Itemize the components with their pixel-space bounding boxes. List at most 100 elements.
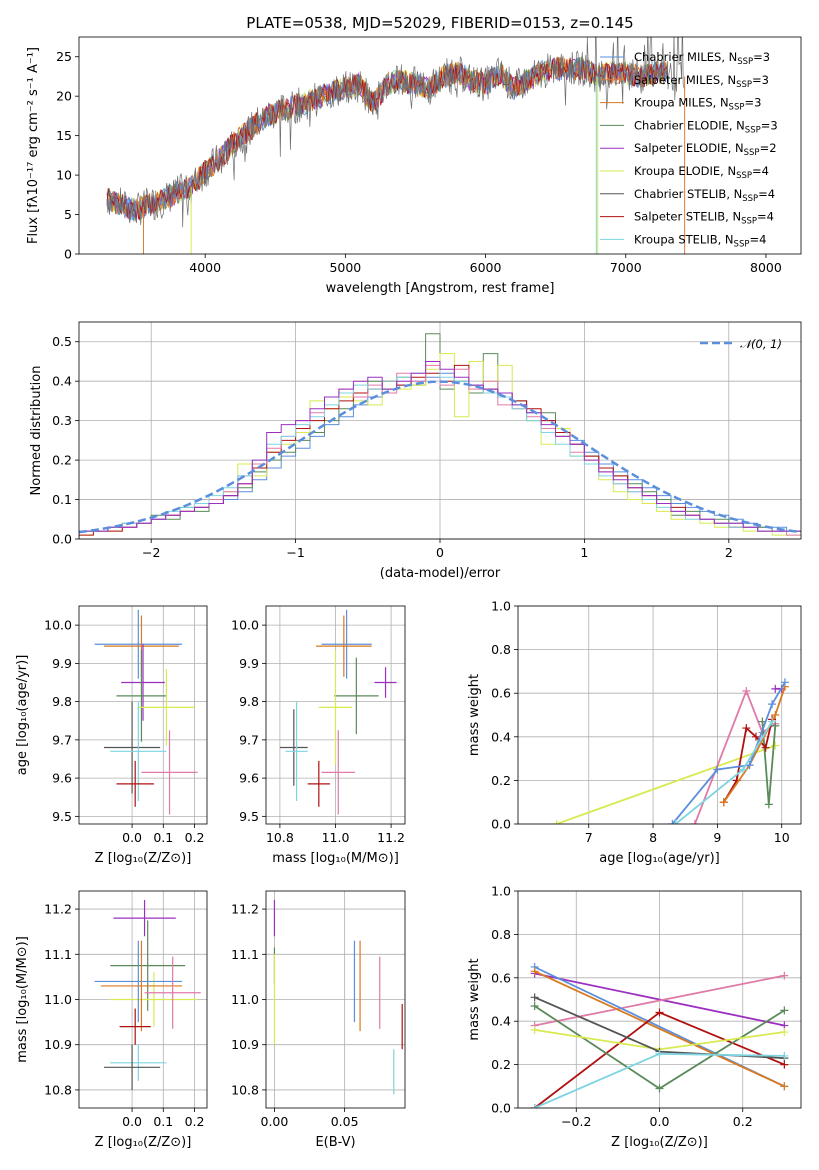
y-axis-label: age [log₁₀(age/yr)]: [15, 655, 30, 776]
x-tick-label: 0.0: [122, 830, 142, 845]
legend-label: 𝒩(0, 1): [740, 337, 782, 351]
normal-curve: [79, 380, 801, 534]
legend-count: =3: [752, 73, 769, 87]
axes-frame: [517, 605, 802, 825]
x-tick-label: 10: [774, 830, 790, 845]
x-axis-label: Z [log₁₀(Z/Z⊙)]: [95, 1135, 192, 1150]
histogram-step-chabrier_elodie: [79, 333, 801, 539]
series-line-kroupa_miles: [534, 970, 785, 1088]
axes-frame: [78, 321, 802, 540]
y-tick-label: 11.2: [44, 902, 72, 917]
x-tick-label: 4000: [189, 260, 221, 275]
plot-area: [106, 37, 686, 254]
plot-area: [552, 678, 789, 824]
data-point-marker: [713, 765, 722, 774]
y-tick-label: 9.5: [239, 809, 259, 824]
legend-subscript: SSP: [741, 217, 757, 227]
y-tick-label: 0.4: [491, 729, 511, 744]
y-tick-label: 0.0: [491, 817, 511, 832]
mass-vs-ebv-panel: 0.00 0.05 10.8 10.9 11.0 11.1 11.2 E(B-V): [231, 890, 406, 1150]
x-tick-label: 0.2: [733, 1114, 753, 1129]
legend-subscript: SSP: [744, 148, 760, 158]
data-point-marker: [655, 1049, 664, 1058]
legend-text: Kroupa MILES, N: [634, 96, 729, 110]
model-spectrum-salpeter_stelib: [106, 57, 669, 221]
y-tick-label: 9.8: [239, 694, 259, 709]
y-axis-label: Normed distribution: [29, 366, 44, 496]
y-tick-label: 15: [56, 128, 72, 143]
x-tick-label: 2: [725, 545, 733, 560]
y-tick-label: 10.8: [44, 1082, 72, 1097]
x-tick-label: 0.0: [650, 1114, 670, 1129]
data-point-marker: [530, 967, 539, 976]
legend-label: Salpeter STELIB, NSSP=4: [634, 210, 774, 227]
y-axis-label: Flux [fλ10⁻¹⁷ erg cm⁻² s⁻¹ A⁻¹]: [26, 47, 41, 244]
plot-area: [94, 900, 201, 1090]
y-tick-label: 11.0: [231, 992, 259, 1007]
age-vs-mass-panel: 10.8 11.0 11.2 9.5 9.6 9.7 9.8 9.9 10.0 mass [log…: [231, 605, 406, 866]
x-tick-label: 7: [585, 830, 593, 845]
x-tick-label: −0.2: [561, 1114, 591, 1129]
spectrum-panel: 4000 5000 6000 7000 8000 0 5 10 15 20 25 wavelength…: [26, 14, 802, 296]
legend-count: =4: [757, 210, 774, 224]
legend-label: Kroupa STELIB, NSSP=4: [634, 232, 766, 249]
y-tick-label: 20: [56, 89, 72, 104]
y-tick-label: 1.0: [491, 599, 511, 614]
y-tick-label: 0.6: [491, 970, 511, 985]
legend-count: =4: [752, 164, 769, 178]
legend-label: Kroupa MILES, NSSP=3: [634, 96, 761, 113]
plot-area: [530, 962, 789, 1108]
histogram-step-salpeter_elodie: [79, 361, 801, 539]
x-axis-label: Z [log₁₀(Z/Z⊙)]: [611, 1135, 708, 1150]
legend-text: Salpeter MILES, N: [634, 73, 736, 87]
y-axis-label: mass [log₁₀(M/M⊙)]: [15, 936, 30, 1063]
x-tick-label: 0: [436, 545, 444, 560]
data-point-marker: [690, 820, 699, 824]
legend-subscript: SSP: [736, 80, 752, 90]
y-tick-label: 0.0: [491, 1101, 511, 1116]
x-tick-label: 0.0: [122, 1114, 142, 1129]
legend-text: Kroupa STELIB, N: [634, 232, 734, 246]
legend-label: Chabrier STELIB, NSSP=4: [634, 187, 775, 204]
legend-subscript: SSP: [734, 239, 750, 249]
mass-weight-vs-metallicity-panel: −0.2 0.0 0.2 0.0 0.2 0.4 0.6 0.8 1.0 Z [log₁₀(Z/Z…: [467, 884, 802, 1150]
data-point-marker: [655, 1008, 664, 1017]
data-point-marker: [780, 1006, 789, 1015]
axes-frame: [78, 36, 802, 255]
y-tick-label: 0.3: [52, 413, 72, 428]
x-axis-label: (data-model)/error: [380, 566, 501, 581]
x-tick-label: 7000: [610, 260, 642, 275]
data-point-marker: [768, 717, 777, 726]
axes-frame: [265, 890, 406, 1109]
mass-vs-metallicity-panel: 0.0 0.1 0.2 10.8 10.9 11.0 11.1 11.2 Z [log₁₀(Z/…: [15, 890, 208, 1150]
axes-frame: [265, 605, 406, 825]
data-point-marker: [780, 971, 789, 980]
y-tick-label: 5: [64, 207, 72, 222]
legend-subscript: SSP: [737, 57, 753, 67]
data-point-marker: [761, 743, 770, 752]
chart-title: PLATE=0538, MJD=52029, FIBERID=0153, z=0…: [246, 14, 633, 32]
y-tick-label: 0.0: [52, 532, 72, 547]
y-tick-label: 9.9: [52, 656, 72, 671]
legend-label: Chabrier ELODIE, NSSP=3: [634, 118, 778, 135]
y-tick-label: 0.1: [52, 492, 72, 507]
series-line-kroupa_elodie: [556, 744, 776, 824]
legend-text: Chabrier ELODIE, N: [634, 118, 745, 132]
x-tick-label: 0.05: [331, 1114, 359, 1129]
y-tick-label: 0.5: [52, 334, 72, 349]
residual-histogram-panel: −2 −1 0 1 2 0.0 0.1 0.2 0.3 0.4 0.5 (data-model)/er…: [29, 321, 802, 581]
legend-count: =3: [744, 96, 761, 110]
data-point-marker: [768, 700, 777, 709]
x-tick-label: 10.8: [266, 830, 294, 845]
data-point-marker: [668, 820, 677, 824]
model-spectrum-kroupa_miles: [106, 57, 669, 220]
series-line-salpeter_stelib: [723, 719, 773, 803]
y-tick-label: 10.0: [231, 618, 259, 633]
y-tick-label: 9.7: [239, 732, 259, 747]
legend-label: Salpeter ELODIE, NSSP=2: [634, 141, 777, 158]
data-point-marker: [780, 1082, 789, 1091]
data-point-marker: [751, 732, 760, 741]
y-tick-label: 10.9: [44, 1037, 72, 1052]
legend-text: Salpeter STELIB, N: [634, 210, 741, 224]
